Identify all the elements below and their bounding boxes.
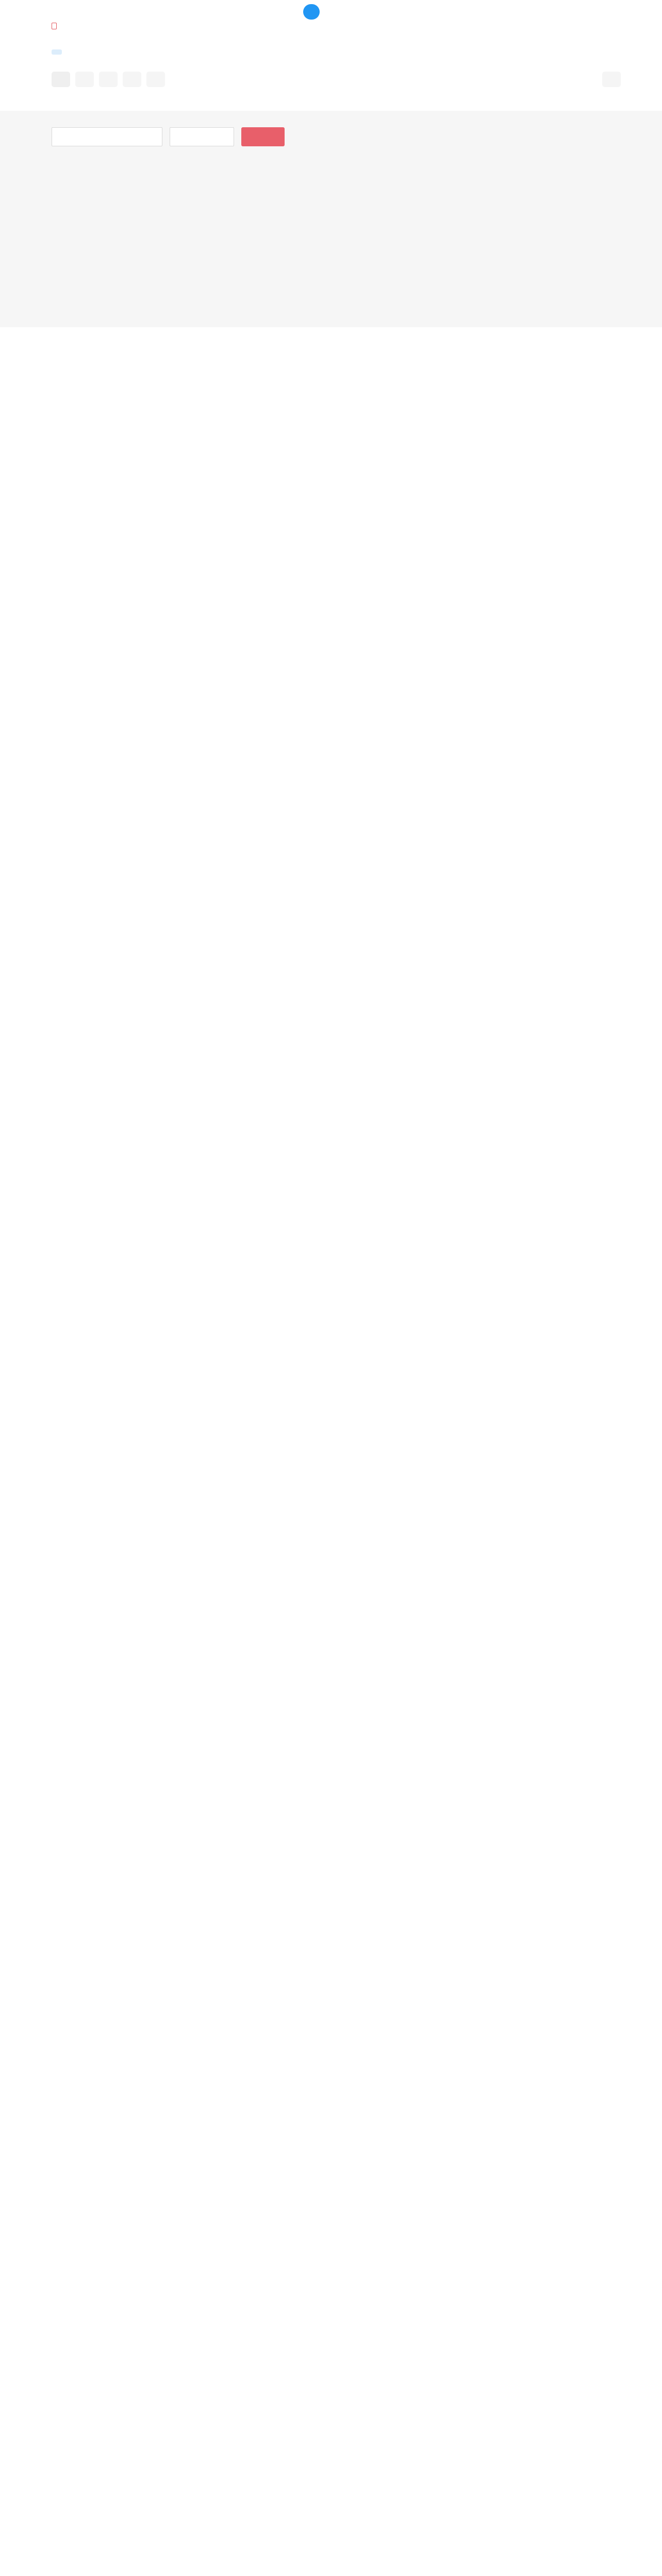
- time-tabs: [52, 72, 621, 87]
- tab-last-week[interactable]: [99, 72, 118, 87]
- email-field[interactable]: [52, 127, 162, 146]
- page-container: [0, 0, 662, 111]
- submit-button[interactable]: [241, 127, 285, 146]
- signup-form: [52, 127, 621, 146]
- footer-section: [0, 111, 662, 327]
- tab-2-weeks-ago[interactable]: [123, 72, 141, 87]
- bell-icon: [52, 23, 57, 29]
- tab-yesterday[interactable]: [75, 72, 94, 87]
- scroll-to-top-button[interactable]: [303, 4, 320, 20]
- tab-current[interactable]: [52, 72, 70, 87]
- get-updates-link[interactable]: [52, 23, 60, 29]
- last-updated-badge: [52, 49, 62, 55]
- zip-code-field[interactable]: [170, 127, 234, 146]
- tab-3-weeks-ago[interactable]: [146, 72, 165, 87]
- highlight-states-button[interactable]: [602, 72, 621, 87]
